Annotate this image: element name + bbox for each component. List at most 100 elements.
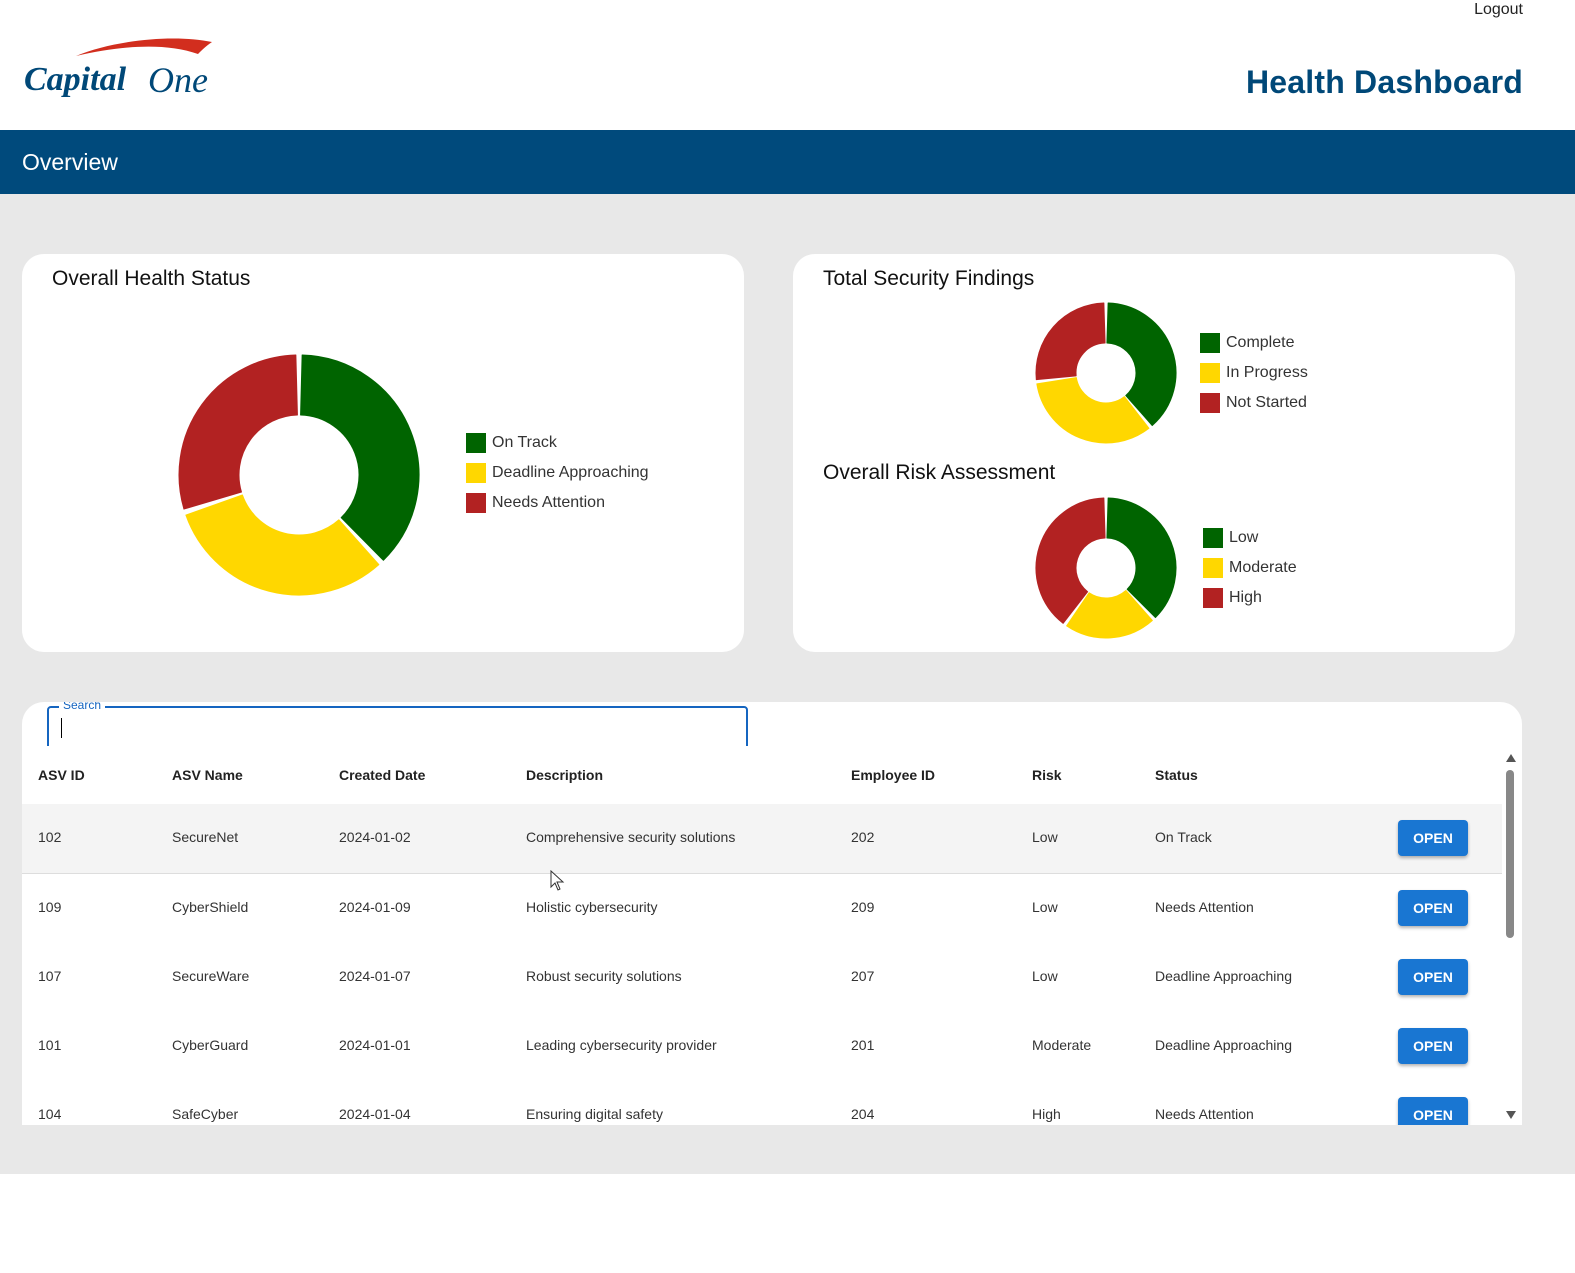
text-caret <box>61 718 62 738</box>
legend-swatch <box>1200 393 1220 413</box>
legend-label: Not Started <box>1226 394 1307 411</box>
legend-item-deadline-approaching[interactable]: Deadline Approaching <box>466 458 649 488</box>
section-title: Overview <box>22 149 118 175</box>
legend-item-low[interactable]: Low <box>1203 523 1297 553</box>
open-button[interactable]: OPEN <box>1398 959 1468 995</box>
page-title: Health Dashboard <box>1245 64 1523 100</box>
search-label: Search <box>59 702 106 712</box>
legend-item-needs-attention[interactable]: Needs Attention <box>466 488 649 518</box>
cell-employee-id: 209 <box>851 899 875 915</box>
cell-asv-id: 104 <box>38 1106 62 1122</box>
capital-one-logo[interactable]: Capital One <box>24 36 224 112</box>
cell-risk: High <box>1032 1106 1061 1122</box>
table-scrollbar[interactable] <box>1502 746 1522 1125</box>
donut-slice-needs-attention[interactable] <box>178 354 298 510</box>
donut-slice-high[interactable] <box>1035 497 1106 624</box>
cell-asv-name: SecureWare <box>172 968 250 984</box>
cell-status: Deadline Approaching <box>1155 1037 1292 1053</box>
open-button[interactable]: OPEN <box>1398 1028 1468 1064</box>
donut-slice-low[interactable] <box>1106 497 1177 619</box>
legend-swatch <box>1200 333 1220 353</box>
legend-label: Deadline Approaching <box>492 464 649 481</box>
open-button[interactable]: OPEN <box>1398 820 1468 856</box>
donut-slice-on-track[interactable] <box>300 354 420 561</box>
cell-description: Robust security solutions <box>526 968 682 984</box>
legend-label: High <box>1229 589 1262 606</box>
column-header-asv-name[interactable]: ASV Name <box>172 767 243 783</box>
health-status-title: Overall Health Status <box>52 267 251 290</box>
legend-item-high[interactable]: High <box>1203 583 1297 613</box>
donut-slice-not-started[interactable] <box>1035 302 1106 381</box>
cell-description: Ensuring digital safety <box>526 1106 663 1122</box>
asv-table: ASV ID ASV Name Created Date Description… <box>22 746 1502 1125</box>
cell-employee-id: 207 <box>851 968 875 984</box>
legend-item-moderate[interactable]: Moderate <box>1203 553 1297 583</box>
table-row[interactable]: 102 SecureNet 2024-01-02 Comprehensive s… <box>22 804 1502 874</box>
health-status-card: Overall Health Status On Track Deadline A… <box>22 254 744 652</box>
legend-item-on-track[interactable]: On Track <box>466 428 649 458</box>
legend-item-in-progress[interactable]: In Progress <box>1200 358 1308 388</box>
legend-swatch <box>1203 588 1223 608</box>
security-findings-title: Total Security Findings <box>823 267 1035 290</box>
cell-created-date: 2024-01-07 <box>339 968 411 984</box>
donut-slice-complete[interactable] <box>1106 302 1177 427</box>
logo-text-one: One <box>148 60 208 100</box>
column-header-created-date[interactable]: Created Date <box>339 767 426 783</box>
cell-created-date: 2024-01-04 <box>339 1106 411 1122</box>
column-header-risk[interactable]: Risk <box>1032 767 1062 783</box>
legend-swatch <box>1203 558 1223 578</box>
cell-employee-id: 204 <box>851 1106 875 1122</box>
cell-asv-id: 107 <box>38 968 62 984</box>
donut-slice-moderate[interactable] <box>1066 589 1153 639</box>
cell-created-date: 2024-01-01 <box>339 1037 411 1053</box>
risk-assessment-title: Overall Risk Assessment <box>823 461 1056 484</box>
cell-asv-name: CyberGuard <box>172 1037 249 1053</box>
cell-asv-name: CyberShield <box>172 899 249 915</box>
cell-status: Needs Attention <box>1155 899 1254 915</box>
column-header-status[interactable]: Status <box>1155 767 1198 783</box>
legend-swatch <box>466 493 486 513</box>
legend-label: On Track <box>492 434 557 451</box>
column-header-asv-id[interactable]: ASV ID <box>38 767 85 783</box>
open-button[interactable]: OPEN <box>1398 1097 1468 1125</box>
cell-risk: Moderate <box>1032 1037 1092 1053</box>
table-row[interactable]: 104 SafeCyber 2024-01-04 Ensuring digita… <box>22 1081 1502 1125</box>
scrollbar-thumb[interactable] <box>1506 770 1514 938</box>
cell-description: Comprehensive security solutions <box>526 829 736 845</box>
cell-asv-name: SecureNet <box>172 829 239 845</box>
logout-link[interactable]: Logout <box>1474 1 1523 18</box>
legend-swatch <box>1203 528 1223 548</box>
search-input[interactable] <box>59 716 733 740</box>
legend-label: Needs Attention <box>492 494 605 511</box>
column-header-employee-id[interactable]: Employee ID <box>851 767 936 783</box>
legend-item-not-started[interactable]: Not Started <box>1200 388 1308 418</box>
search-field[interactable]: Search <box>47 702 748 750</box>
donut-slice-deadline-approaching[interactable] <box>185 494 380 596</box>
table-row[interactable]: 107 SecureWare 2024-01-07 Robust securit… <box>22 943 1502 1013</box>
legend-item-complete[interactable]: Complete <box>1200 328 1308 358</box>
donut-slice-in-progress[interactable] <box>1036 377 1150 444</box>
overview-band: Overview <box>0 130 1575 194</box>
scroll-down-arrow-icon[interactable] <box>1506 1111 1516 1119</box>
cell-risk: Low <box>1032 829 1058 845</box>
table-row[interactable]: 109 CyberShield 2024-01-09 Holistic cybe… <box>22 874 1502 944</box>
cell-asv-id: 109 <box>38 899 62 915</box>
open-button[interactable]: OPEN <box>1398 890 1468 926</box>
security-risk-card: Total Security Findings Complete In Progr… <box>793 254 1515 652</box>
column-header-description[interactable]: Description <box>526 767 604 783</box>
cell-created-date: 2024-01-02 <box>339 829 411 845</box>
health-status-donut-chart <box>178 354 420 596</box>
legend-label: In Progress <box>1226 364 1308 381</box>
cell-asv-id: 102 <box>38 829 62 845</box>
scroll-up-arrow-icon[interactable] <box>1506 754 1516 762</box>
logo-text-capital: Capital <box>24 61 127 98</box>
risk-assessment-legend: Low Moderate High <box>1203 523 1297 613</box>
asv-table-card: Search ASV ID ASV Name Created Date Desc… <box>22 702 1522 1125</box>
risk-assessment-donut-chart <box>1035 497 1177 639</box>
table-row[interactable]: 101 CyberGuard 2024-01-01 Leading cybers… <box>22 1012 1502 1082</box>
legend-swatch <box>1200 363 1220 383</box>
legend-label: Moderate <box>1229 559 1297 576</box>
security-findings-donut-chart <box>1035 302 1177 444</box>
cell-description: Leading cybersecurity provider <box>526 1037 717 1053</box>
legend-swatch <box>466 463 486 483</box>
